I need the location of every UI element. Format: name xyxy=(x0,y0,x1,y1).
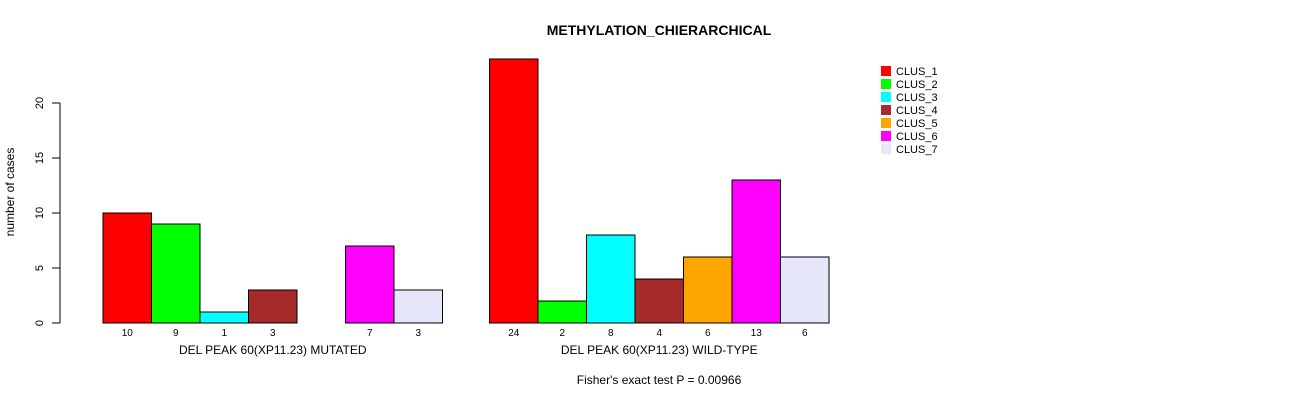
group-label-wild-type: DEL PEAK 60(XP11.23) WILD-TYPE xyxy=(561,343,758,357)
bar-count-label: 10 xyxy=(122,328,134,339)
y-axis: 0 5 10 15 20 xyxy=(34,97,61,326)
legend-swatch xyxy=(881,92,891,102)
y-tick-label: 0 xyxy=(34,320,46,326)
y-tick-label: 10 xyxy=(34,207,46,219)
bar-mutated-clus-4 xyxy=(248,289,298,324)
bar-wild-type-clus-7 xyxy=(780,256,830,324)
bar-count-label: 4 xyxy=(656,328,662,339)
legend-swatch xyxy=(881,131,891,141)
chart-title: METHYLATION_CHIERARCHICAL xyxy=(547,22,772,38)
legend-label: CLUS_7 xyxy=(896,144,938,156)
fisher-test-note: Fisher's exact test P = 0.00966 xyxy=(577,373,742,387)
bars: 10 9 1 3 7 3 24 2 8 4 6 13 6 xyxy=(102,58,830,339)
group-label-mutated: DEL PEAK 60(XP11.23) MUTATED xyxy=(179,343,367,357)
bar-count-label: 7 xyxy=(367,328,373,339)
bar-mutated-clus-3 xyxy=(199,311,249,324)
bar-mutated-clus-7 xyxy=(393,289,443,324)
bar-mutated-clus-1 xyxy=(102,212,152,324)
y-axis-label: number of cases xyxy=(3,148,17,237)
legend-label: CLUS_6 xyxy=(896,131,938,143)
bar-count-label: 9 xyxy=(173,328,179,339)
legend-label: CLUS_4 xyxy=(896,105,938,117)
bar-count-label: 3 xyxy=(415,328,421,339)
bar-mutated-clus-6 xyxy=(345,245,395,324)
legend: CLUS_1CLUS_2CLUS_3CLUS_4CLUS_5CLUS_6CLUS… xyxy=(881,66,938,156)
bar-mutated-clus-2 xyxy=(151,223,201,324)
y-tick-label: 5 xyxy=(34,265,46,271)
bar-count-label: 6 xyxy=(705,328,711,339)
bar-count-label: 24 xyxy=(508,328,520,339)
y-tick-label: 15 xyxy=(34,152,46,164)
bar-wild-type-clus-5 xyxy=(683,256,733,324)
bar-wild-type-clus-3 xyxy=(586,234,636,324)
legend-swatch xyxy=(881,144,891,154)
bar-count-label: 6 xyxy=(802,328,808,339)
legend-label: CLUS_3 xyxy=(896,92,938,104)
group-labels: DEL PEAK 60(XP11.23) MUTATED DEL PEAK 60(… xyxy=(179,343,758,357)
y-tick-label: 20 xyxy=(34,97,46,109)
legend-label: CLUS_1 xyxy=(896,66,938,78)
legend-swatch xyxy=(881,105,891,115)
legend-label: CLUS_2 xyxy=(896,79,938,91)
bar-count-label: 13 xyxy=(751,328,763,339)
legend-swatch xyxy=(881,66,891,76)
legend-label: CLUS_5 xyxy=(896,118,938,130)
bar-wild-type-clus-6 xyxy=(731,179,781,324)
bar-count-label: 8 xyxy=(608,328,614,339)
legend-swatch xyxy=(881,79,891,89)
legend-swatch xyxy=(881,118,891,128)
bar-count-label: 1 xyxy=(221,328,227,339)
bar-count-label: 2 xyxy=(559,328,565,339)
bar-wild-type-clus-2 xyxy=(537,300,587,324)
bar-wild-type-clus-4 xyxy=(634,278,684,324)
bar-wild-type-clus-1 xyxy=(489,58,539,324)
bar-count-label: 3 xyxy=(270,328,276,339)
